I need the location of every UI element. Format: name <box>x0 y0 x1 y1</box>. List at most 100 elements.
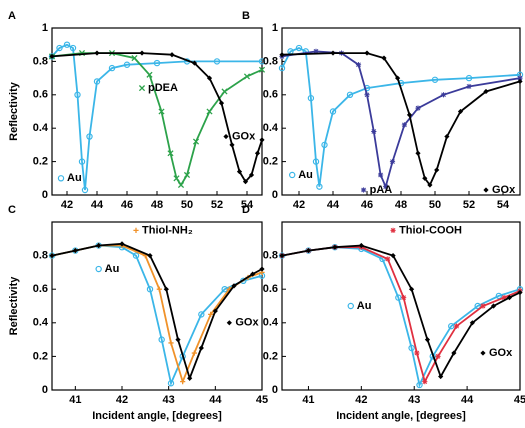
marker <box>347 302 354 310</box>
legend-label: pDEA <box>148 82 178 94</box>
y-tick-label: 0.6 <box>263 283 278 295</box>
line <box>281 47 521 187</box>
marker <box>390 253 396 259</box>
marker <box>422 379 428 385</box>
marker <box>56 44 63 52</box>
marker <box>72 247 78 254</box>
marker <box>153 59 161 67</box>
y-axis-label: Reflectivity <box>8 276 20 336</box>
x-tick-label: 50 <box>429 199 441 211</box>
marker <box>169 52 175 58</box>
x-tick-label: 43 <box>408 394 420 406</box>
panel-label: A <box>8 10 16 22</box>
marker <box>390 227 396 233</box>
series: Au <box>48 242 266 387</box>
marker <box>96 242 102 249</box>
marker <box>132 252 140 259</box>
marker <box>180 379 186 385</box>
x-tick-label: 44 <box>461 394 474 406</box>
series: Au <box>278 44 524 190</box>
marker <box>187 375 193 381</box>
legend-label: GOx <box>235 317 259 329</box>
x-tick-label: 43 <box>163 394 175 406</box>
marker <box>49 253 55 259</box>
y-tick-label: 0.6 <box>263 89 278 101</box>
x-tick-label: 42 <box>116 394 128 406</box>
x-axis-label: Incident angle, [degrees] <box>92 410 222 422</box>
marker <box>175 337 181 343</box>
marker <box>453 323 460 329</box>
marker <box>395 75 401 81</box>
marker <box>416 381 423 389</box>
marker <box>63 41 71 48</box>
marker <box>183 171 191 179</box>
legend-label: Thiol-NH₂ <box>142 224 193 236</box>
marker <box>258 66 266 73</box>
marker <box>226 320 232 326</box>
marker <box>191 60 198 66</box>
marker <box>158 336 165 343</box>
legend-label: GOx <box>489 347 513 359</box>
marker <box>173 175 180 182</box>
marker <box>448 322 455 330</box>
marker <box>457 108 464 115</box>
marker <box>431 76 439 83</box>
x-tick-label: 42 <box>61 199 73 211</box>
y-tick-label: 0.4 <box>263 317 279 329</box>
series: Au <box>278 243 524 389</box>
marker <box>259 266 265 272</box>
marker <box>483 187 489 193</box>
x-tick-label: 52 <box>211 199 223 211</box>
marker <box>415 150 421 156</box>
y-tick-label: 1 <box>42 22 48 34</box>
marker <box>213 58 221 65</box>
x-tick-label: 41 <box>69 394 81 406</box>
marker <box>451 350 457 356</box>
plot-frame <box>281 221 521 391</box>
marker <box>312 158 320 165</box>
marker <box>378 172 384 178</box>
line <box>281 246 521 388</box>
marker <box>389 159 396 165</box>
legend-label: pAA <box>370 184 393 196</box>
line <box>51 244 263 387</box>
marker <box>307 94 315 102</box>
marker <box>435 353 441 359</box>
y-tick-label: 0.2 <box>33 156 48 168</box>
marker <box>81 186 89 194</box>
x-tick-label: 44 <box>327 199 340 211</box>
marker <box>480 350 486 356</box>
marker <box>221 88 228 95</box>
marker <box>517 75 523 81</box>
marker <box>167 150 174 157</box>
marker <box>74 91 81 99</box>
x-tick-label: 42 <box>355 394 367 406</box>
marker <box>427 182 433 188</box>
marker <box>138 85 146 92</box>
y-tick-label: 0.4 <box>33 122 49 134</box>
marker <box>406 112 413 118</box>
x-axis-label: Incident angle, [degrees] <box>336 410 466 422</box>
y-tick-label: 0.6 <box>33 283 48 295</box>
y-tick-label: 0 <box>42 189 48 201</box>
marker <box>191 350 197 356</box>
marker <box>243 73 251 80</box>
marker <box>401 295 407 301</box>
marker <box>490 303 497 309</box>
marker <box>501 295 507 301</box>
marker <box>444 133 450 140</box>
x-tick-label: 46 <box>361 199 373 211</box>
marker <box>517 78 523 85</box>
y-tick-label: 1 <box>272 22 278 34</box>
marker <box>78 158 86 165</box>
marker <box>139 50 145 56</box>
series: Au <box>48 41 266 194</box>
line <box>51 242 263 381</box>
marker <box>198 345 204 351</box>
marker <box>371 128 377 135</box>
marker <box>94 50 100 56</box>
legend-label: Au <box>67 172 82 184</box>
marker <box>329 108 337 115</box>
y-tick-label: 0.2 <box>263 156 278 168</box>
